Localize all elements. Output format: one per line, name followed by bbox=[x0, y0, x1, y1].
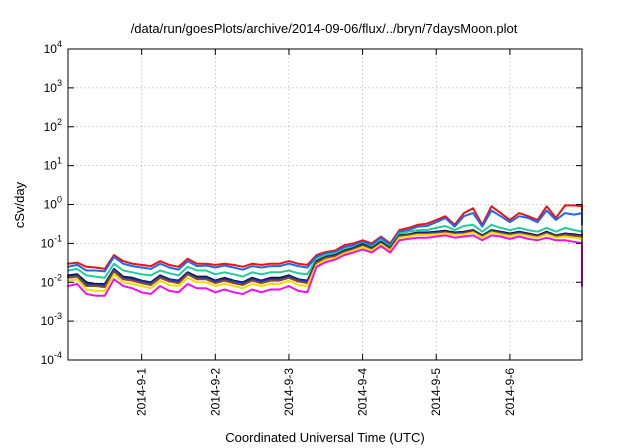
y-tick-base: 10 bbox=[41, 275, 55, 289]
y-tick-base: 10 bbox=[41, 314, 55, 328]
x-tick-label: 2014-9-1 bbox=[135, 368, 149, 416]
axis-ticks bbox=[68, 48, 582, 361]
y-tick-label: 102 bbox=[44, 117, 62, 134]
y-tick-exponent: 1 bbox=[57, 156, 62, 166]
y-tick-base: 10 bbox=[44, 42, 58, 56]
y-tick-label: 10-1 bbox=[41, 233, 62, 250]
y-tick-label: 10-3 bbox=[41, 311, 62, 328]
y-tick-label: 101 bbox=[44, 156, 62, 173]
x-tick-labels: 2014-9-1 2014-9-2 2014-9-3 2014-9-4 2014-9-5… bbox=[135, 368, 517, 416]
x-axis-label: Coordinated Universal Time (UTC) bbox=[225, 430, 424, 445]
y-tick-label: 104 bbox=[44, 39, 62, 56]
x-tick-label: 2014-9-2 bbox=[208, 368, 222, 416]
y-axis-label: cSv/day bbox=[12, 181, 27, 228]
y-tick-base: 10 bbox=[44, 198, 58, 212]
y-tick-label: 10-4 bbox=[41, 350, 62, 367]
x-tick-label: 2014-9-3 bbox=[282, 368, 296, 416]
y-tick-base: 10 bbox=[44, 81, 58, 95]
y-tick-exponent: 4 bbox=[57, 39, 62, 49]
y-tick-base: 10 bbox=[44, 159, 58, 173]
grid bbox=[68, 49, 582, 360]
y-tick-exponent: -4 bbox=[54, 350, 62, 360]
y-tick-label: 100 bbox=[44, 195, 62, 212]
x-tick-label: 2014-9-6 bbox=[503, 368, 517, 416]
y-tick-exponent: -1 bbox=[54, 233, 62, 243]
chart-title: /data/run/goesPlots/archive/2014-09-06/f… bbox=[131, 21, 518, 36]
y-tick-exponent: 3 bbox=[57, 78, 62, 88]
y-tick-exponent: 2 bbox=[57, 117, 62, 127]
y-tick-base: 10 bbox=[41, 353, 55, 367]
y-tick-base: 10 bbox=[41, 236, 55, 250]
y-tick-label: 103 bbox=[44, 78, 62, 95]
y-tick-exponent: -3 bbox=[54, 311, 62, 321]
y-tick-label: 10-2 bbox=[41, 272, 62, 289]
y-tick-exponent: 0 bbox=[57, 195, 62, 205]
x-tick-label: 2014-9-5 bbox=[429, 368, 443, 416]
y-tick-base: 10 bbox=[44, 120, 58, 134]
x-tick-label: 2014-9-4 bbox=[356, 368, 370, 416]
y-tick-exponent: -2 bbox=[54, 272, 62, 282]
